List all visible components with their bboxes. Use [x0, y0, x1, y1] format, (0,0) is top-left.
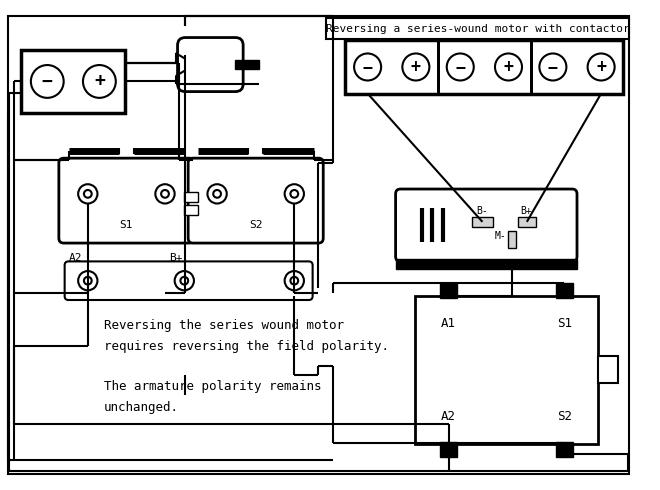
Circle shape — [84, 190, 92, 198]
Bar — [184, 192, 198, 201]
Bar — [531, 41, 623, 94]
Bar — [508, 230, 516, 248]
Bar — [438, 41, 531, 94]
Circle shape — [354, 53, 381, 80]
Bar — [556, 442, 573, 457]
Text: M-: M- — [495, 231, 507, 241]
Bar — [472, 217, 493, 227]
FancyBboxPatch shape — [65, 261, 313, 300]
Text: S2: S2 — [557, 410, 572, 423]
Bar — [440, 442, 457, 457]
Bar — [395, 260, 577, 269]
Text: A2: A2 — [69, 252, 82, 263]
Circle shape — [403, 53, 430, 80]
Circle shape — [84, 277, 92, 285]
Bar — [326, 18, 629, 40]
Text: +: + — [504, 58, 513, 76]
FancyBboxPatch shape — [178, 38, 243, 92]
Bar — [415, 296, 598, 444]
Text: Reversing the series wound motor
requires reversing the field polarity.: Reversing the series wound motor require… — [104, 319, 389, 353]
Bar — [184, 205, 198, 215]
Text: −: − — [42, 73, 53, 91]
Circle shape — [31, 65, 63, 98]
Circle shape — [213, 190, 221, 198]
Text: +: + — [411, 58, 421, 76]
Circle shape — [180, 277, 188, 285]
Bar — [556, 283, 573, 298]
Text: −: − — [362, 58, 373, 76]
Text: A1: A1 — [441, 317, 456, 330]
Circle shape — [207, 184, 227, 203]
Circle shape — [284, 271, 304, 291]
FancyBboxPatch shape — [188, 158, 323, 243]
Text: +: + — [94, 73, 105, 91]
Text: S2: S2 — [249, 220, 263, 230]
Circle shape — [161, 190, 169, 198]
Circle shape — [290, 277, 298, 285]
Bar — [345, 41, 623, 94]
Circle shape — [587, 53, 614, 80]
Bar — [21, 50, 125, 113]
Bar — [440, 283, 457, 298]
Bar — [236, 60, 259, 70]
Text: S1: S1 — [119, 220, 133, 230]
Bar — [518, 217, 535, 227]
Text: −: − — [548, 58, 558, 76]
Circle shape — [78, 271, 98, 291]
Bar — [345, 41, 438, 94]
Text: S1: S1 — [557, 317, 572, 330]
Circle shape — [447, 53, 474, 80]
Text: The armature polarity remains
unchanged.: The armature polarity remains unchanged. — [104, 380, 321, 414]
FancyBboxPatch shape — [59, 158, 194, 243]
Text: B+: B+ — [520, 206, 532, 216]
Circle shape — [284, 184, 304, 203]
Circle shape — [155, 184, 175, 203]
Text: A2: A2 — [441, 410, 456, 423]
Circle shape — [175, 271, 194, 291]
Circle shape — [83, 65, 115, 98]
Circle shape — [290, 190, 298, 198]
Circle shape — [78, 184, 98, 203]
Bar — [598, 356, 618, 383]
Text: Reversing a series-wound motor with contactor: Reversing a series-wound motor with cont… — [326, 24, 630, 34]
FancyBboxPatch shape — [395, 189, 577, 261]
Text: B+: B+ — [169, 252, 182, 263]
Text: +: + — [596, 58, 606, 76]
Circle shape — [539, 53, 566, 80]
Text: −: − — [455, 58, 465, 76]
Text: B-: B- — [477, 206, 488, 216]
Circle shape — [495, 53, 522, 80]
